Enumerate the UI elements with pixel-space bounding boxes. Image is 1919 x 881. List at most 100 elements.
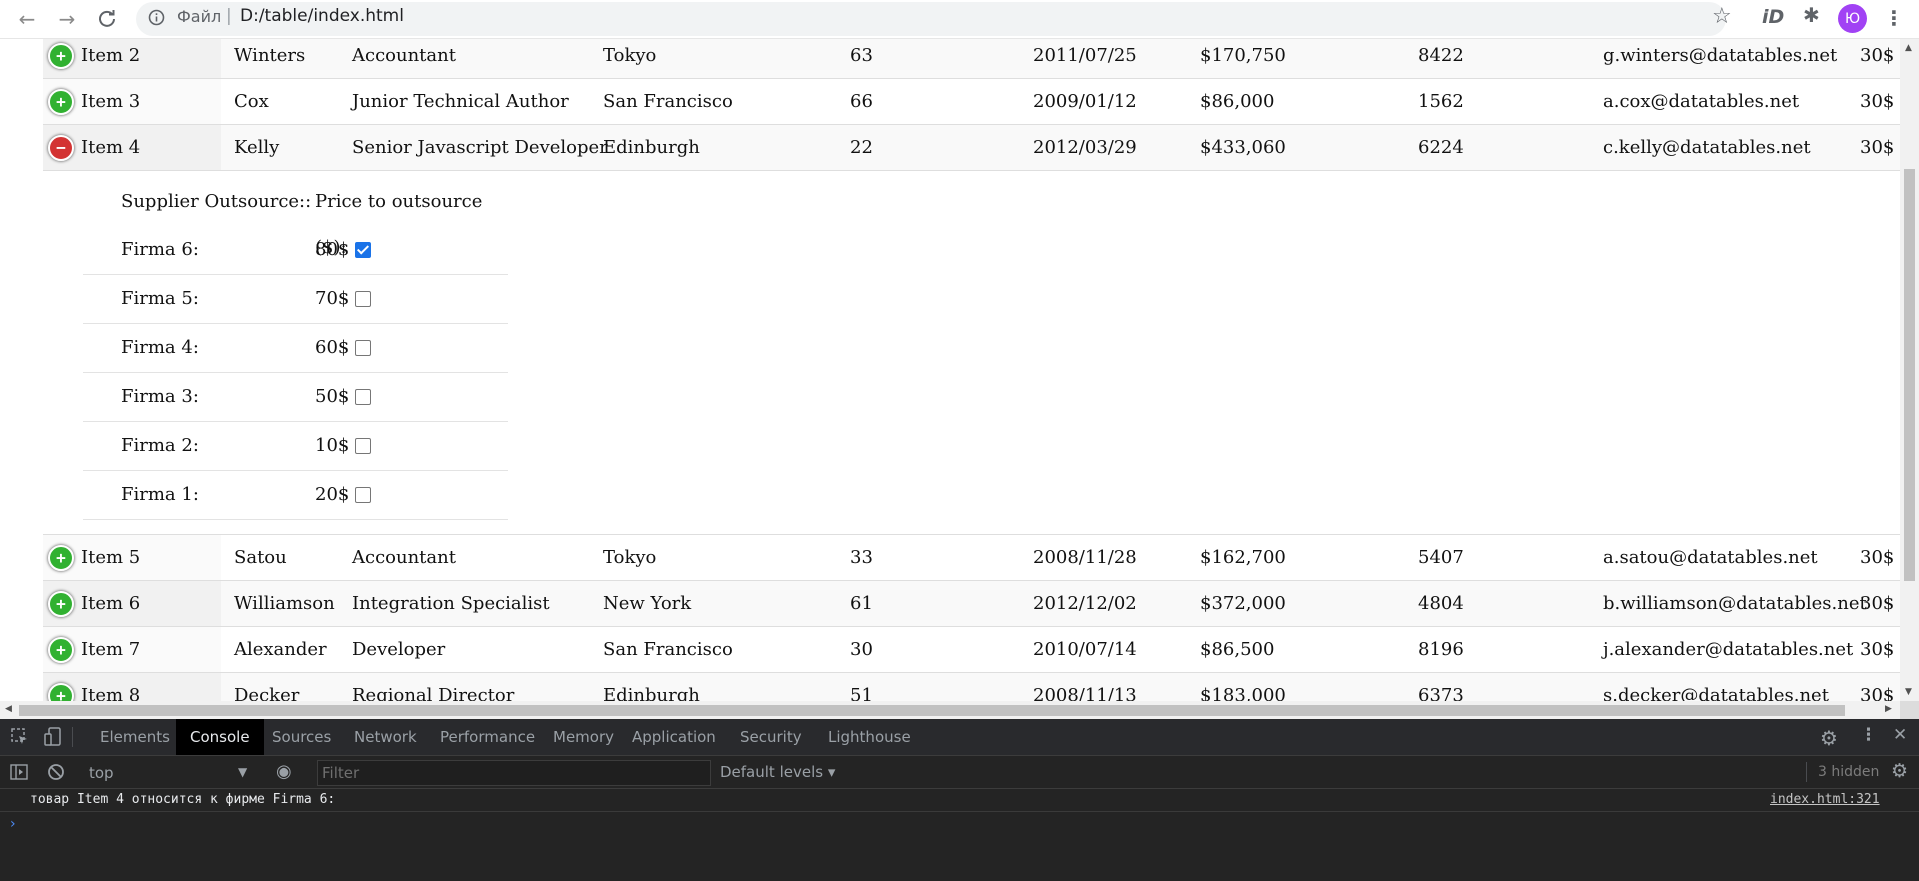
- supplier-price: 80$: [315, 239, 350, 260]
- supplier-row: Firma 1: 20$: [83, 471, 508, 520]
- expand-row-icon[interactable]: +: [48, 89, 74, 115]
- log-levels-dropdown[interactable]: Default levels ▾: [720, 763, 836, 781]
- scroll-down-arrow-icon[interactable]: ▼: [1905, 687, 1912, 697]
- show-sidebar-icon[interactable]: [10, 764, 28, 780]
- expand-row-icon[interactable]: +: [48, 637, 74, 663]
- protocol-label: Файл: [177, 7, 222, 26]
- address-bar[interactable]: [136, 2, 1726, 36]
- tab-elements[interactable]: Elements: [100, 728, 170, 746]
- back-arrow-icon[interactable]: ←: [18, 7, 36, 31]
- reload-icon[interactable]: [92, 4, 122, 34]
- salary-cell: $372,000: [1200, 593, 1286, 614]
- supplier-checkbox[interactable]: [355, 438, 371, 454]
- supplier-price: 70$: [315, 288, 350, 309]
- supplier-checkbox[interactable]: [355, 242, 371, 258]
- console-filter-input[interactable]: Filter: [317, 760, 711, 786]
- table-row: + Item 8 Decker Regional Director Edinburgh 5…: [43, 673, 1900, 701]
- horizontal-scrollbar[interactable]: ◀ ▶: [0, 701, 1900, 719]
- column-divider: [302, 373, 304, 421]
- url-text[interactable]: D:/table/index.html: [240, 6, 404, 26]
- supplier-row: Firma 4: 60$: [83, 324, 508, 373]
- close-devtools-icon[interactable]: ✕: [1893, 725, 1908, 745]
- position-cell: Accountant: [352, 547, 456, 568]
- tab-application[interactable]: Application: [632, 728, 716, 746]
- subtable-header: Supplier Outsource:: Price to outsource …: [83, 179, 508, 258]
- console-message-source-link[interactable]: index.html:321: [1770, 792, 1880, 807]
- price-cell: 30$: [1860, 137, 1895, 158]
- supplier-checkbox[interactable]: [355, 487, 371, 503]
- expand-row-icon[interactable]: +: [48, 43, 74, 69]
- devtools-panel: Elements Console Sources Network Performance…: [0, 719, 1919, 881]
- collapse-row-icon[interactable]: −: [48, 135, 74, 161]
- forward-arrow-icon[interactable]: →: [58, 7, 76, 31]
- horizontal-scroll-thumb[interactable]: [19, 705, 1845, 716]
- column-divider: [302, 324, 304, 372]
- toolbar-separator: [1806, 762, 1807, 782]
- table-row: + Item 2 Winters Accountant Tokyo 63 2011/07/2…: [43, 39, 1900, 79]
- supplier-checkbox[interactable]: [355, 291, 371, 307]
- item-cell: Item 5: [81, 547, 141, 568]
- table-row: + Item 5 Satou Accountant Tokyo 33 2008/11/28 $…: [43, 535, 1900, 581]
- price-cell: 30$: [1860, 685, 1895, 701]
- browser-menu-icon[interactable]: ⋮: [1884, 6, 1904, 30]
- start-date-cell: 2011/07/25: [1033, 45, 1137, 66]
- supplier-price: 10$: [315, 435, 350, 456]
- scroll-up-arrow-icon[interactable]: ▲: [1905, 43, 1912, 53]
- expand-row-icon[interactable]: +: [48, 545, 74, 571]
- extensions-puzzle-icon[interactable]: ✱: [1803, 3, 1820, 27]
- position-cell: Regional Director: [352, 685, 515, 701]
- supplier-subtable: Supplier Outsource:: Price to outsource …: [83, 179, 508, 520]
- tab-lighthouse[interactable]: Lighthouse: [828, 728, 911, 746]
- tab-memory[interactable]: Memory: [553, 728, 615, 746]
- clear-console-icon[interactable]: [47, 763, 65, 781]
- console-settings-gear-icon[interactable]: ⚙: [1891, 760, 1909, 782]
- bookmark-star-icon[interactable]: ☆: [1712, 4, 1732, 29]
- price-cell: 30$: [1860, 593, 1895, 614]
- extension-id-icon[interactable]: iD: [1762, 6, 1785, 28]
- supplier-name: Firma 4:: [121, 337, 199, 358]
- supplier-checkbox[interactable]: [355, 389, 371, 405]
- settings-gear-icon[interactable]: ⚙: [1820, 726, 1838, 750]
- live-expression-eye-icon[interactable]: ◉: [276, 761, 292, 782]
- name-cell: Winters: [234, 45, 306, 66]
- vertical-scrollbar[interactable]: ▲ ▼: [1900, 39, 1919, 701]
- log-levels-label: Default levels: [720, 763, 824, 781]
- context-selector[interactable]: top: [89, 764, 114, 782]
- tab-performance[interactable]: Performance: [440, 728, 536, 746]
- price-cell: 30$: [1860, 547, 1895, 568]
- age-cell: 33: [850, 547, 873, 568]
- scroll-left-arrow-icon[interactable]: ◀: [5, 704, 12, 714]
- expand-row-icon[interactable]: +: [48, 591, 74, 617]
- position-cell: Junior Technical Author: [352, 91, 569, 112]
- start-date-cell: 2008/11/28: [1033, 547, 1137, 568]
- supplier-checkbox[interactable]: [355, 340, 371, 356]
- tab-sources[interactable]: Sources: [272, 728, 332, 746]
- supplier-name: Firma 1:: [121, 484, 199, 505]
- column-divider: [302, 422, 304, 470]
- scrollbar-corner: [1900, 701, 1919, 719]
- position-cell: Accountant: [352, 45, 456, 66]
- console-prompt-icon[interactable]: ›: [10, 816, 16, 832]
- expand-row-icon[interactable]: +: [48, 683, 74, 701]
- devtools-menu-icon[interactable]: ⋮: [1860, 725, 1877, 745]
- column-divider: [302, 275, 304, 323]
- name-cell: Decker: [234, 685, 300, 701]
- profile-avatar[interactable]: Ю: [1838, 4, 1867, 33]
- supplier-price: 60$: [315, 337, 350, 358]
- age-cell: 30: [850, 639, 873, 660]
- filter-placeholder: Filter: [322, 764, 360, 782]
- device-toolbar-icon[interactable]: [44, 727, 62, 747]
- office-cell: San Francisco: [603, 91, 733, 112]
- context-dropdown-icon[interactable]: ▼: [238, 765, 248, 779]
- browser-toolbar: ← → Файл | D:/table/index.html ☆ iD ✱ Ю …: [0, 0, 1919, 39]
- scroll-right-arrow-icon[interactable]: ▶: [1885, 704, 1892, 714]
- inspect-element-icon[interactable]: [11, 728, 29, 746]
- tab-console[interactable]: Console: [176, 719, 264, 755]
- vertical-scroll-thumb[interactable]: [1904, 169, 1915, 581]
- info-icon[interactable]: [148, 9, 165, 26]
- tab-security[interactable]: Security: [740, 728, 802, 746]
- tab-network[interactable]: Network: [354, 728, 417, 746]
- email-cell: s.decker@datatables.net: [1603, 685, 1829, 701]
- supplier-name: Firma 2:: [121, 435, 199, 456]
- age-cell: 51: [850, 685, 873, 701]
